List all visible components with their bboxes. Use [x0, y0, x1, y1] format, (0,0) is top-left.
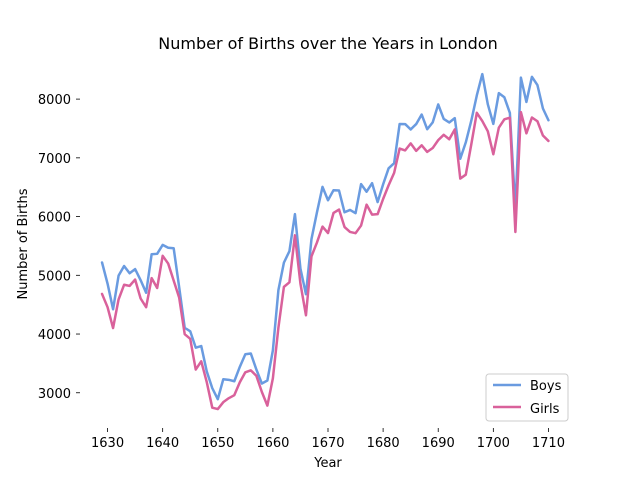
y-tick-label: 6000: [38, 211, 71, 226]
x-tick-label: 1640: [146, 436, 179, 451]
x-tick-label: 1660: [256, 436, 289, 451]
legend-label-boys: Boys: [530, 379, 562, 394]
x-tick-label: 1650: [201, 436, 234, 451]
legend: Boys Girls: [485, 373, 569, 422]
series-line-girls: [100, 110, 550, 411]
chart-title: Number of Births over the Years in Londo…: [158, 34, 497, 53]
y-tick-label: 4000: [38, 328, 71, 343]
y-axis-label: Number of Births: [16, 188, 31, 299]
x-tick-label: 1630: [91, 436, 124, 451]
y-tick-label: 7000: [38, 152, 71, 167]
x-tick-label: 1680: [367, 436, 400, 451]
series-lines: [100, 72, 550, 411]
x-axis-ticks: 1630 1640 1650 1660 1670 1680 1690 1700 1710: [91, 428, 565, 451]
x-tick-label: 1690: [422, 436, 455, 451]
x-tick-label: 1710: [532, 436, 565, 451]
x-axis-label: Year: [313, 456, 342, 471]
series-line-boys: [100, 72, 550, 401]
legend-label-girls: Girls: [530, 402, 560, 417]
y-axis-ticks: 3000 4000 5000 6000 7000 8000: [38, 93, 80, 402]
y-tick-label: 3000: [38, 387, 71, 402]
y-tick-label: 5000: [38, 269, 71, 284]
x-tick-label: 1670: [311, 436, 344, 451]
x-tick-label: 1700: [477, 436, 510, 451]
y-tick-label: 8000: [38, 93, 71, 108]
